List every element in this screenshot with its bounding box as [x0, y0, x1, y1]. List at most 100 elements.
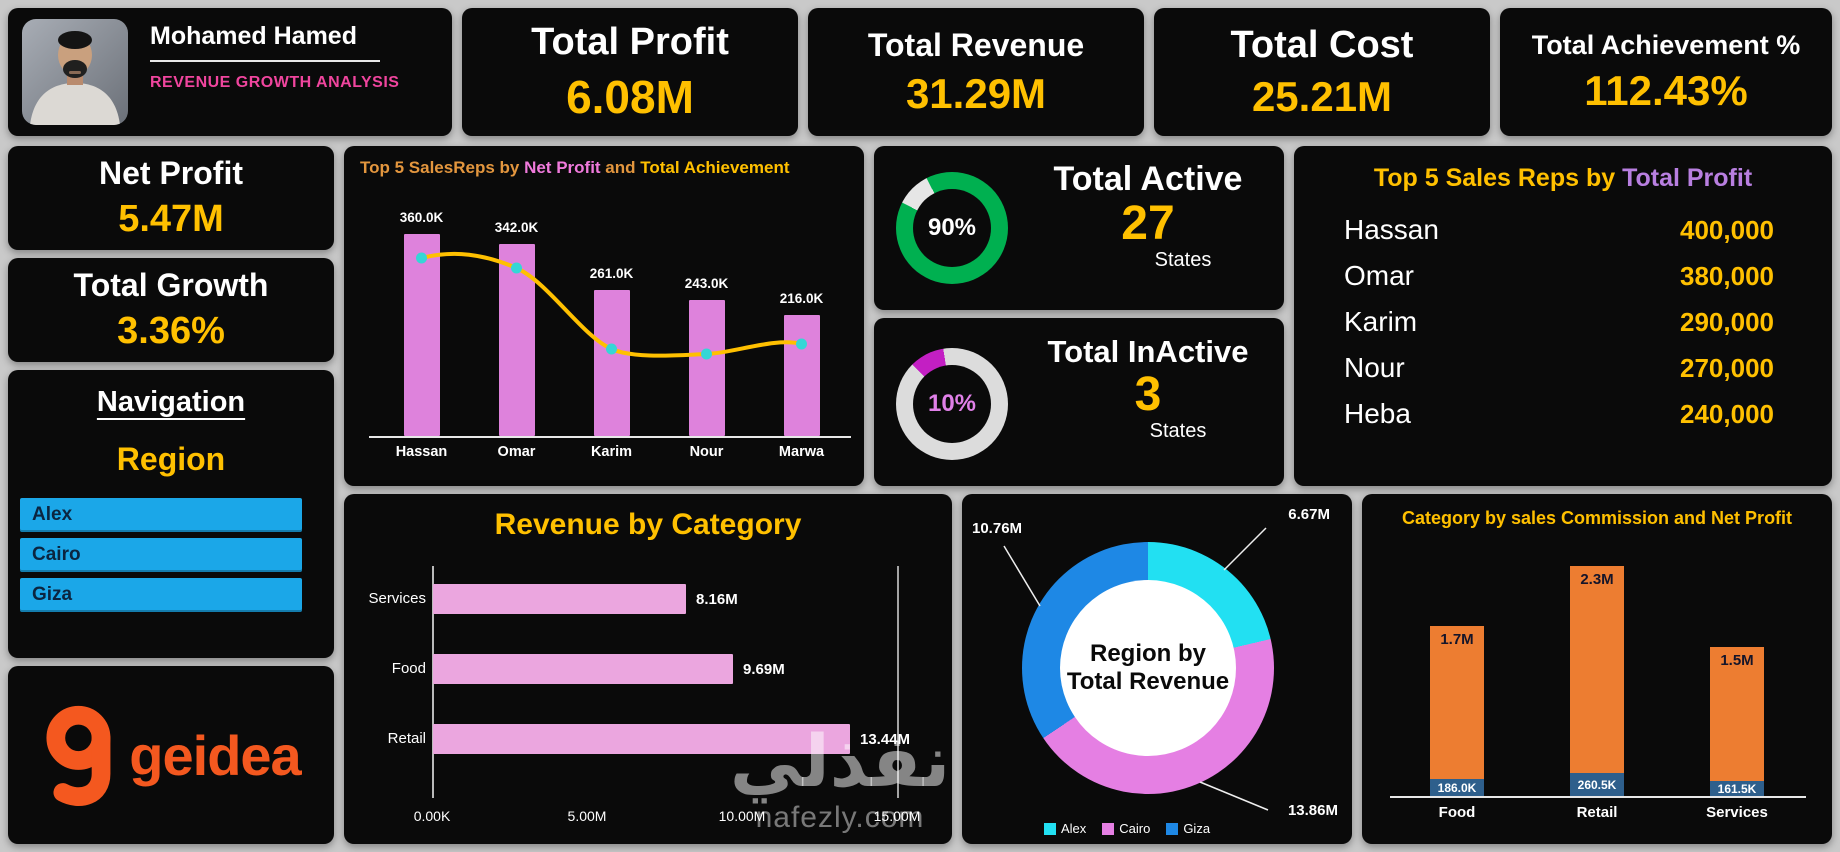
commission-label: 161.5K	[1717, 781, 1757, 796]
revenue-by-category-card: Revenue by Category Services Food Retail…	[344, 494, 952, 844]
inactive-unit: States	[1149, 420, 1207, 443]
achievement-line	[419, 251, 804, 358]
revenue-category-title: Revenue by Category	[494, 508, 802, 541]
top5-table-title: Top 5 Sales Reps by Total Profit	[1294, 164, 1832, 193]
y-axis-line	[432, 566, 434, 798]
region-button-group: Alex Cairo Giza	[8, 498, 334, 612]
salesreps-chart-title: Top 5 SalesReps by Net Profit and Total …	[360, 158, 790, 178]
legend-item-alex[interactable]: Alex	[1043, 821, 1087, 836]
bar-nour[interactable]	[689, 300, 725, 436]
active-title: Total Active	[1053, 160, 1243, 198]
kpi-label: Total Achievement %	[1531, 29, 1801, 60]
bar-services[interactable]	[433, 584, 686, 614]
achievement-line-chart	[416, 251, 807, 360]
active-value: 27	[1121, 197, 1175, 250]
donut-center: Region by Total Revenue	[1060, 580, 1236, 756]
total-growth-value: 3.36%	[117, 310, 225, 352]
brand-logo-text: geidea	[129, 723, 301, 787]
table-row[interactable]: Karim 290,000	[1294, 299, 1832, 345]
title-part-net-profit: Net Profit	[524, 158, 601, 177]
line-marker	[416, 252, 427, 264]
profile-subtitle: REVENUE GROWTH ANALYSIS	[150, 74, 400, 91]
commission-chart-title: Category by sales Commission and Net Pro…	[1401, 508, 1793, 528]
x-category-label: Hassan	[395, 444, 448, 460]
kpi-value: 31.29M	[905, 69, 1047, 117]
kpi-card-total-cost: Total Cost 25.21M	[1154, 8, 1490, 136]
total-growth-label: Total Growth	[73, 267, 269, 303]
kpi-card-total-revenue: Total Revenue 31.29M	[808, 8, 1144, 136]
stack-commission-food[interactable]: 186.0K	[1430, 779, 1484, 796]
table-row[interactable]: Heba 240,000	[1294, 391, 1832, 437]
x-category-label: Nour	[689, 444, 724, 460]
rep-name: Hassan	[1344, 214, 1439, 245]
kpi-card-total-profit: Total Profit 6.08M	[462, 8, 798, 136]
category-label: Services	[368, 590, 426, 607]
category-label: Retail	[387, 730, 426, 747]
avatar	[22, 19, 128, 125]
stack-netprofit-retail[interactable]: 2.3M	[1570, 566, 1624, 773]
bar-value-label: 261.0K	[589, 266, 634, 281]
inactive-donut-chart[interactable]: 10%	[896, 348, 1008, 460]
table-row[interactable]: Omar 380,000	[1294, 253, 1832, 299]
line-marker	[701, 348, 712, 360]
bar-food[interactable]	[433, 654, 733, 684]
category-label: Food	[391, 660, 426, 677]
stack-commission-retail[interactable]: 260.5K	[1570, 773, 1624, 796]
bar-value-label: 342.0K	[494, 220, 539, 235]
bar-value-label: 13.44M	[860, 731, 911, 748]
legend-item-cairo[interactable]: Cairo	[1102, 821, 1150, 836]
bar-karim[interactable]	[594, 290, 630, 436]
table-row[interactable]: Nour 270,000	[1294, 345, 1832, 391]
commission-label: 260.5K	[1577, 777, 1617, 792]
profile-divider	[150, 60, 380, 62]
stack-commission-services[interactable]: 161.5K	[1710, 781, 1764, 796]
region-donut-chart[interactable]: Region by Total Revenue	[1022, 542, 1274, 794]
x-category-label: Food	[1438, 804, 1476, 821]
x-axis-line	[369, 436, 851, 438]
top5-title-accent: Total Profit	[1622, 164, 1753, 192]
brand-logo-card: geidea	[8, 666, 334, 844]
x-category-label: Omar	[497, 444, 536, 460]
slice-label-giza: 10.76M	[972, 520, 1023, 537]
netprofit-label: 2.3M	[1580, 571, 1614, 588]
x-axis-line	[1390, 796, 1806, 798]
bar-retail[interactable]	[433, 724, 850, 754]
top5-table-body: Hassan 400,000 Omar 380,000 Karim 290,00…	[1294, 207, 1832, 437]
total-inactive-card: 10% Total InActive 3 States	[874, 318, 1284, 486]
bar-value-label: 216.0K	[779, 291, 824, 306]
active-donut-chart[interactable]: 90%	[896, 172, 1008, 284]
region-button-alex[interactable]: Alex	[20, 498, 302, 532]
net-profit-label: Net Profit	[99, 155, 243, 191]
total-growth-card: Total Growth 3.36%	[8, 258, 334, 362]
legend-label: Alex	[1060, 821, 1087, 836]
region-button-cairo[interactable]: Cairo	[20, 538, 302, 572]
legend-swatch-cairo	[1102, 822, 1115, 835]
rep-profit: 270,000	[1680, 352, 1774, 383]
x-tick-label: 15.00M	[873, 808, 921, 824]
rep-profit: 400,000	[1680, 214, 1774, 245]
title-part: and	[600, 158, 641, 177]
bar-marwa[interactable]	[784, 315, 820, 436]
stack-netprofit-services[interactable]: 1.5M	[1710, 647, 1764, 781]
bar-value-label: 9.69M	[743, 661, 785, 678]
legend-item-giza[interactable]: Giza	[1166, 821, 1210, 836]
kpi-value: 6.08M	[566, 70, 694, 123]
active-percentage: 90%	[927, 214, 977, 241]
table-row[interactable]: Hassan 400,000	[1294, 207, 1832, 253]
rep-name: Omar	[1344, 260, 1414, 291]
kpi-label: Total Profit	[531, 20, 729, 63]
commission-label: 186.0K	[1437, 780, 1477, 795]
region-button-giza[interactable]: Giza	[20, 578, 302, 612]
stack-netprofit-food[interactable]: 1.7M	[1430, 626, 1484, 779]
avatar-illustration	[30, 31, 120, 125]
navigation-title: Navigation	[96, 386, 246, 418]
active-text-block: Total Active 27 States	[1024, 160, 1272, 300]
bar-hassan[interactable]	[404, 234, 440, 436]
x-category-label: Karim	[590, 444, 633, 460]
legend-label: Cairo	[1119, 821, 1151, 836]
profile-name: Mohamed Hamed	[150, 22, 357, 50]
kpi-label: Total Cost	[1230, 23, 1414, 66]
donut-legend: Alex Cairo Giza	[962, 821, 1292, 836]
x-category-label: Retail	[1576, 804, 1618, 821]
x-tick-label: 10.00M	[718, 808, 766, 824]
